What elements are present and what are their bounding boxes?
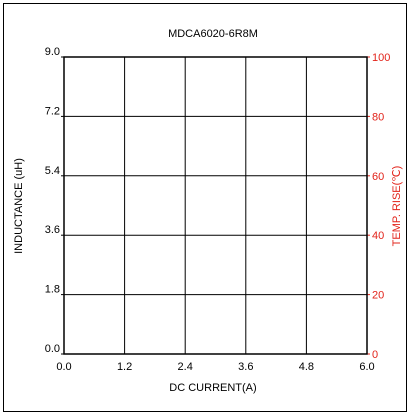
- x-axis-label: DC CURRENT(A): [169, 382, 256, 394]
- x-tick-label: 3.6: [238, 361, 253, 373]
- x-tick-label: 4.8: [299, 361, 314, 373]
- x-tick-label: 2.4: [178, 361, 193, 373]
- grid-layer: [61, 56, 370, 355]
- x-tick-label: 6.0: [359, 361, 374, 373]
- ticks-layer: 0.0 1.2 2.4 3.6 4.8 6.0 0.0 1.8 3.6 5.4 7.2 9.0 0 20 4…: [45, 46, 391, 373]
- x-tick-label: 1.2: [117, 361, 132, 373]
- chart-frame: [3, 3, 407, 412]
- y-tick-label-right: 20: [372, 290, 384, 302]
- y-tick-label-left: 9.0: [45, 46, 60, 58]
- chart-title: MDCA6020-6R8M: [168, 28, 258, 40]
- y-tick-label-left: 3.6: [45, 224, 60, 236]
- y-tick-label-left: 5.4: [45, 165, 60, 177]
- y-tick-label-left: 0.0: [45, 343, 60, 355]
- y-axis-label-right: TEMP. RISE(℃): [391, 166, 403, 247]
- y-tick-label-left: 7.2: [45, 105, 60, 117]
- y-axis-label-left: INDUCTANCE (uH): [13, 158, 25, 254]
- y-tick-label-left: 1.8: [45, 284, 60, 296]
- x-tick-label: 0.0: [56, 361, 71, 373]
- y-tick-label-right: 60: [372, 171, 384, 183]
- y-tick-label-right: 40: [372, 230, 384, 242]
- y-tick-label-right: 0: [372, 349, 378, 361]
- plot-area-border: [63, 56, 368, 355]
- y-tick-label-right: 100: [372, 52, 390, 64]
- y-tick-label-right: 80: [372, 111, 384, 123]
